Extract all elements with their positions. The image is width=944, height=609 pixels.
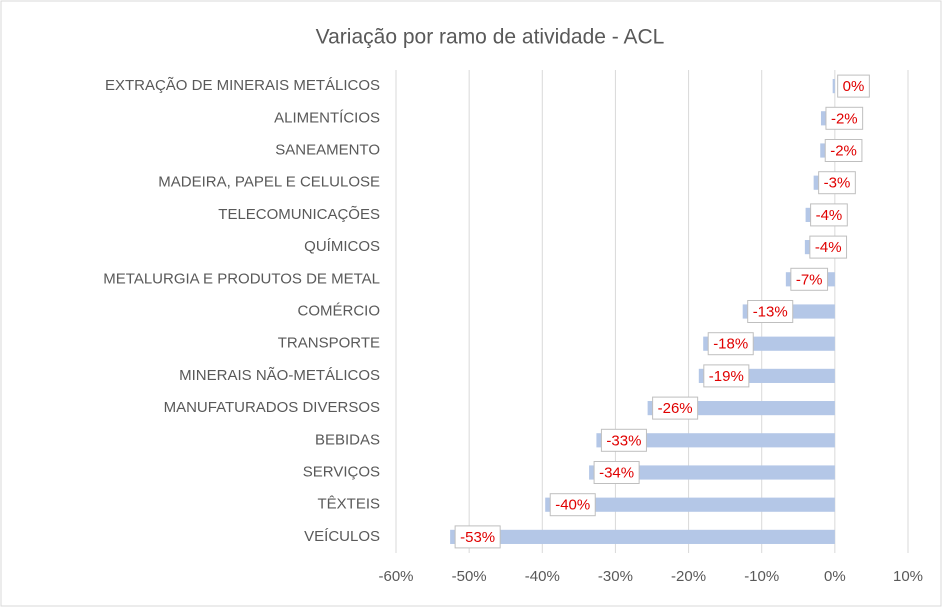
label-box	[810, 203, 848, 227]
data-label: -26%	[658, 400, 693, 417]
data-label: 0%	[843, 78, 865, 95]
label-box	[652, 396, 699, 420]
label-box	[707, 332, 754, 356]
x-tick-label: -20%	[671, 568, 706, 585]
x-tick-label: -60%	[378, 568, 413, 585]
data-label: -53%	[460, 529, 495, 546]
data-label: -40%	[555, 497, 590, 514]
label-box	[549, 493, 596, 517]
y-tick-label: VEÍCULOS	[304, 528, 380, 545]
data-label: -18%	[713, 336, 748, 353]
x-tick-label: -50%	[452, 568, 487, 585]
data-label: -34%	[599, 464, 634, 481]
label-box	[593, 461, 640, 484]
chart-title: Variação por ramo de atividade - ACL	[316, 26, 665, 49]
y-tick-label: TRANSPORTE	[278, 335, 380, 352]
data-label: -33%	[606, 432, 641, 449]
label-box	[824, 139, 863, 162]
y-tick-label: MANUFATURADOS DIVERSOS	[164, 399, 380, 416]
label-box	[454, 525, 501, 549]
bar	[450, 529, 835, 544]
data-label: -13%	[753, 303, 788, 320]
x-tick-label: 0%	[824, 568, 846, 585]
data-label: -4%	[815, 239, 842, 256]
x-tick-label: 10%	[893, 568, 923, 585]
bar	[832, 79, 835, 94]
label-box	[703, 364, 750, 388]
x-tick-label: -30%	[598, 568, 633, 585]
y-tick-label: EXTRAÇÃO DE MINERAIS METÁLICOS	[105, 77, 380, 94]
bar	[545, 497, 835, 512]
x-tick-label: -10%	[744, 568, 779, 585]
bar	[596, 433, 835, 448]
y-tick-label: SERVIÇOS	[303, 463, 380, 480]
data-label: -3%	[824, 175, 851, 192]
y-tick-label: TÊXTEIS	[317, 496, 380, 513]
bar	[589, 465, 835, 480]
data-label: -2%	[830, 142, 857, 159]
x-tick-label: -40%	[525, 568, 560, 585]
label-box	[600, 428, 647, 452]
label-box	[825, 106, 864, 130]
label-box	[818, 171, 856, 195]
y-tick-label: ALIMENTÍCIOS	[274, 109, 380, 126]
y-tick-label: MINERAIS NÃO-METÁLICOS	[179, 367, 380, 384]
y-tick-label: MADEIRA, PAPEL E CELULOSE	[158, 174, 380, 191]
label-box	[809, 235, 848, 259]
y-tick-label: METALURGIA E PRODUTOS DE METAL	[103, 270, 380, 287]
label-box	[790, 267, 829, 291]
data-label: -19%	[709, 368, 744, 385]
data-label: -4%	[816, 207, 843, 224]
label-box	[837, 74, 870, 98]
label-box	[747, 300, 794, 323]
y-tick-label: COMÉRCIO	[298, 302, 381, 319]
data-label: -7%	[796, 271, 823, 288]
y-tick-label: TELECOMUNICAÇÕES	[218, 206, 380, 223]
data-label: -2%	[831, 110, 858, 127]
y-tick-label: QUÍMICOS	[304, 238, 380, 255]
y-tick-label: BEBIDAS	[315, 431, 380, 448]
y-tick-label: SANEAMENTO	[275, 141, 380, 158]
